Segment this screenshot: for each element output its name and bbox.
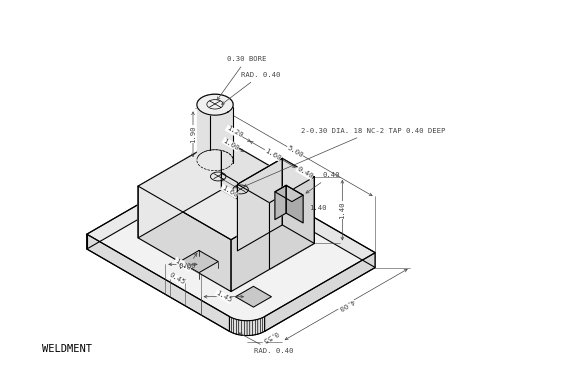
Polygon shape [275,185,303,202]
Text: 0.30 BORE: 0.30 BORE [217,56,266,100]
Polygon shape [215,160,375,268]
Polygon shape [263,317,264,332]
Polygon shape [236,287,271,307]
Polygon shape [260,318,263,333]
Text: RAD. 0.40: RAD. 0.40 [222,72,281,105]
Polygon shape [198,94,233,163]
Text: 0.55: 0.55 [261,329,279,344]
Text: 4.00: 4.00 [337,298,355,312]
Polygon shape [87,160,375,321]
Polygon shape [229,317,232,332]
Polygon shape [250,320,253,336]
Text: WELDMENT: WELDMENT [42,344,92,354]
Polygon shape [275,185,286,220]
Polygon shape [87,234,229,331]
Polygon shape [286,185,303,223]
Polygon shape [247,321,250,336]
Polygon shape [234,318,236,334]
Polygon shape [264,253,375,331]
Text: 1.45: 1.45 [215,290,233,304]
Polygon shape [87,160,215,249]
Polygon shape [253,320,255,335]
Text: 1.10: 1.10 [174,257,192,271]
Polygon shape [232,318,234,333]
Text: 0.45: 0.45 [168,272,187,286]
Text: 1.40: 1.40 [309,205,326,211]
Polygon shape [258,318,260,334]
Polygon shape [236,319,239,335]
Polygon shape [197,94,233,115]
Polygon shape [255,319,258,335]
Text: 1.20: 1.20 [225,125,243,139]
Polygon shape [180,250,218,273]
Text: 5.00: 5.00 [286,144,304,158]
Text: 0.40: 0.40 [295,166,314,180]
Text: 2-0.30 DIA. 18 NC-2 TAP 0.40 DEEP: 2-0.30 DIA. 18 NC-2 TAP 0.40 DEEP [244,128,445,187]
Text: 1.60: 1.60 [264,147,282,161]
Polygon shape [237,158,282,251]
Text: 0.60: 0.60 [179,253,197,269]
Polygon shape [282,158,314,244]
Text: 1.00: 1.00 [222,137,240,151]
Polygon shape [241,320,244,336]
Polygon shape [221,138,314,244]
Polygon shape [239,320,241,335]
Polygon shape [237,158,314,203]
Polygon shape [138,138,221,238]
Text: 1.90: 1.90 [190,125,196,143]
Polygon shape [270,177,314,269]
Text: RAD. 0.40: RAD. 0.40 [239,333,293,354]
Polygon shape [231,192,314,291]
Text: 1.60: 1.60 [221,184,238,198]
Polygon shape [138,138,314,240]
Text: 1.40: 1.40 [339,201,346,219]
Text: 0.40: 0.40 [306,172,340,193]
Polygon shape [138,186,231,291]
Polygon shape [244,321,247,336]
